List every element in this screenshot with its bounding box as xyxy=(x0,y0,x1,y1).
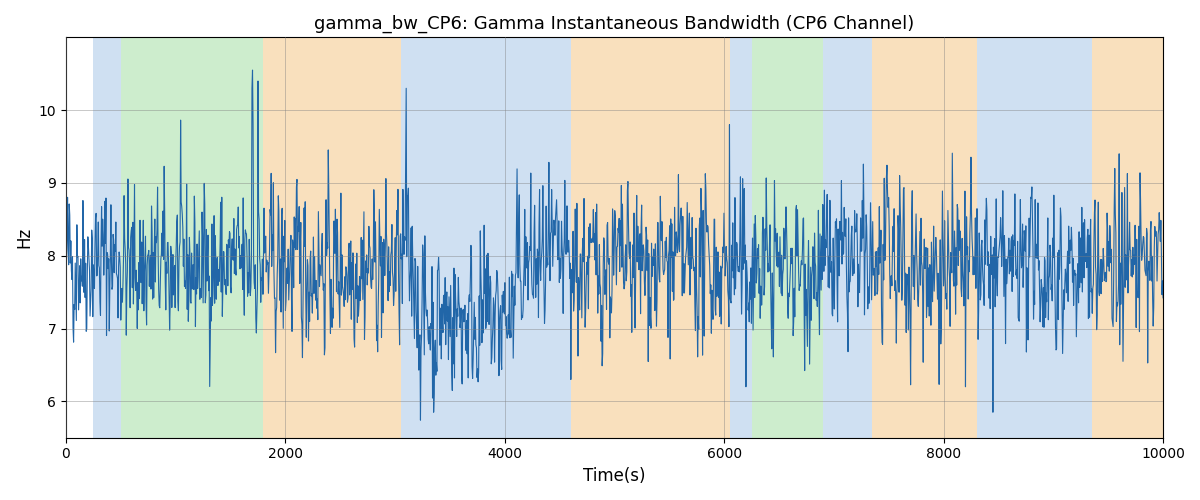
Bar xyxy=(751,38,823,438)
Bar xyxy=(730,38,751,438)
X-axis label: Time(s): Time(s) xyxy=(583,467,646,485)
Bar xyxy=(1092,38,1163,438)
Bar xyxy=(823,38,872,438)
Bar xyxy=(121,38,263,438)
Bar xyxy=(94,38,121,438)
Bar xyxy=(263,38,401,438)
Bar xyxy=(872,38,977,438)
Bar xyxy=(401,38,570,438)
Bar xyxy=(570,38,730,438)
Y-axis label: Hz: Hz xyxy=(16,227,34,248)
Title: gamma_bw_CP6: Gamma Instantaneous Bandwidth (CP6 Channel): gamma_bw_CP6: Gamma Instantaneous Bandwi… xyxy=(314,15,914,34)
Bar xyxy=(977,38,1092,438)
